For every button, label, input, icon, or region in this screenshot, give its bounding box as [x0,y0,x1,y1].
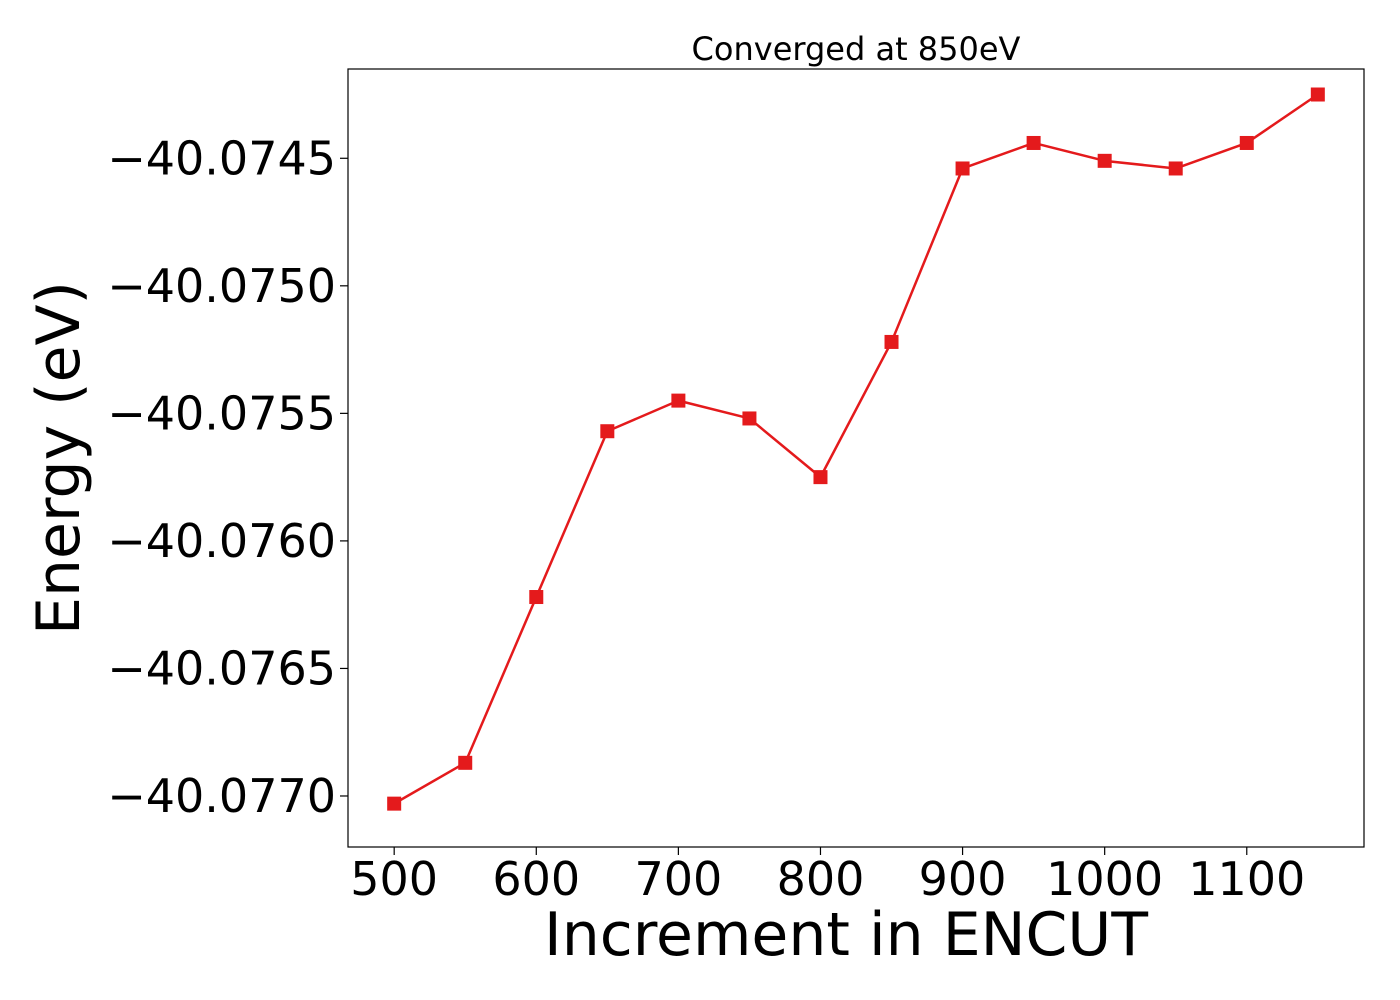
series-layer [387,87,1325,811]
x-axis-label: Increment in ENCUT [544,900,1148,970]
series-line [393,93,1319,805]
x-tick-label: 900 [919,852,1007,906]
data-point-marker [671,393,686,408]
y-tick-label: −40.0765 [107,641,336,695]
y-axis-label: Energy (eV) [24,281,94,635]
data-point-marker [955,161,970,176]
chart-title: Converged at 850eV [692,30,1021,68]
y-tick-label: −40.0745 [107,131,336,185]
x-tick-label: 600 [492,852,580,906]
x-tick-label: 700 [634,852,722,906]
data-point-marker [458,755,473,770]
x-axis-ticks: 500 600 700 800 900 1000 1100 [350,847,1305,906]
plot-area-frame [347,68,1365,848]
y-tick-label: −40.0760 [107,514,336,568]
data-point-marker [1168,161,1183,176]
y-tick-label: −40.0750 [107,259,336,313]
y-tick-label: −40.0755 [107,386,336,440]
data-point-marker [1310,87,1325,102]
x-tick-label: 500 [350,852,438,906]
data-point-marker [813,470,828,485]
x-tick-label: 800 [777,852,865,906]
data-point-marker [884,334,899,349]
y-axis-ticks: −40.0745 −40.0750 −40.0755 −40.0760 −40.0765… [107,131,348,823]
data-point-marker [742,411,757,426]
y-tick-label: −40.0770 [107,769,336,823]
x-tick-label: 1100 [1188,852,1305,906]
data-point-marker [1097,153,1112,168]
data-point-marker [529,590,544,605]
data-point-marker [1239,135,1254,150]
data-point-marker [1026,135,1041,150]
x-tick-label: 1000 [1046,852,1163,906]
data-point-marker [387,796,402,811]
data-point-marker [600,424,615,439]
